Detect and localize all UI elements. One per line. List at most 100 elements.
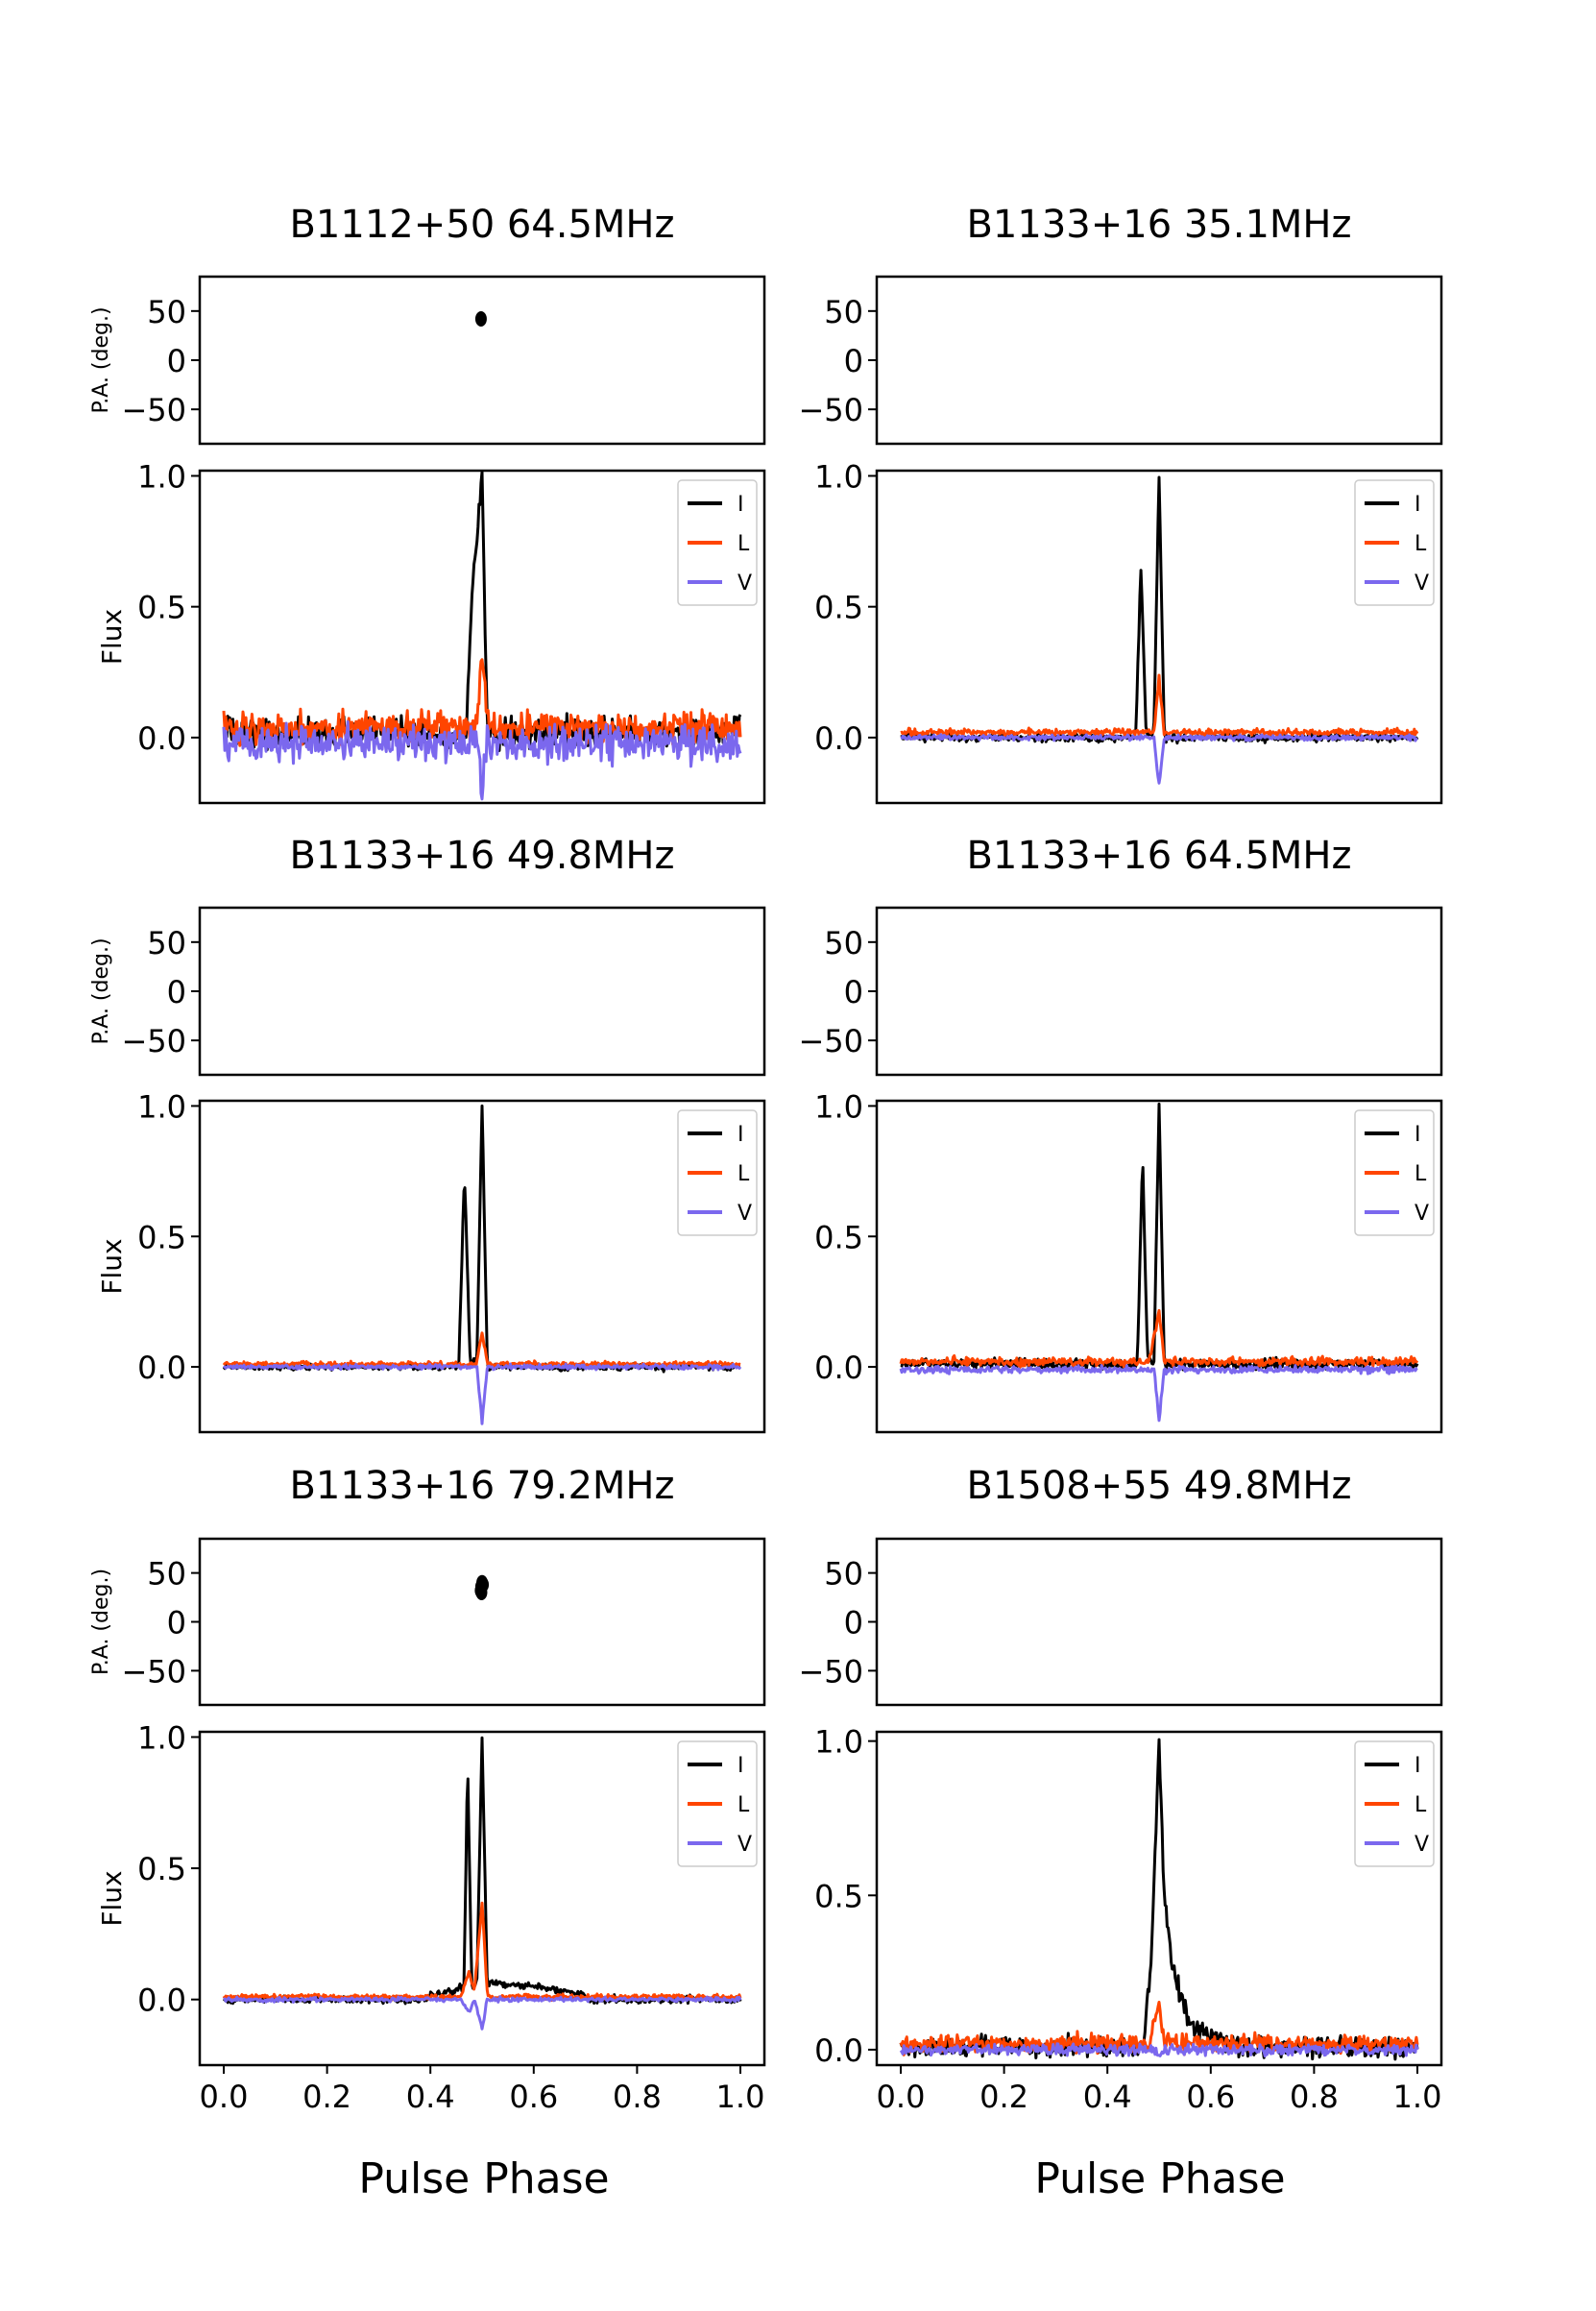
pa-axes-frame [198,1537,766,1707]
legend: ILV [677,479,758,606]
panel-title: B1133+16 79.2MHz [289,1464,674,1508]
flux-ylabel: Flux [96,1238,128,1294]
flux-ytick-label: 1.0 [814,1724,863,1761]
series-L-line [899,2001,1419,2056]
pa-ylabel: P.A. (deg.) [89,937,113,1044]
series-I-line [900,475,1419,745]
pa-ytick-label: 50 [824,294,863,330]
xtick-label: 0.6 [509,2079,558,2115]
flux-ytick-label: 1.0 [137,458,186,495]
legend-label-L: L [1415,1162,1427,1186]
flux-ytick-label: 0.5 [814,1878,863,1914]
legend-label-V: V [738,1202,752,1226]
flux-ytick-label: 0.5 [137,1851,186,1887]
legend-label-I: I [738,493,744,517]
flux-ytick-label: 1.0 [814,1088,863,1125]
pa-ytick-label: 50 [824,1556,863,1593]
pa-ytick-label: −50 [798,1653,863,1690]
xlabel-left: Pulse Phase [358,2154,609,2203]
flux-ytick-label: 0.0 [137,1983,186,2019]
legend-label-V: V [738,572,752,596]
legend-label-I: I [1415,493,1421,517]
flux-axes-frame [875,469,1443,805]
series-V-line [900,733,1418,785]
legend-label-V: V [738,1833,752,1857]
pa-point [475,1584,488,1600]
pa-ytick-label: −50 [121,1653,186,1690]
panel-5: B1133+16 79.2MHz 50 0 −50 P.A. (deg.) 0.0 0.5 1… [89,1464,766,2115]
pa-point [474,311,487,328]
series-L-line [899,1308,1419,1370]
flux-ytick-label: 0.5 [814,1219,863,1255]
flux-ytick-label: 0.0 [137,720,186,757]
legend-label-L: L [738,532,750,556]
series-L-line [222,1331,741,1369]
pa-axes-frame [875,1537,1443,1707]
panel-3: B1133+16 49.8MHz 50 0 −50 P.A. (deg.) 0.0 0.5 1… [89,834,766,1434]
legend: ILV [677,1109,758,1236]
pa-axes-frame [198,275,766,446]
legend: ILV [1354,1109,1435,1236]
panel-2: B1133+16 35.1MHz 50 0 −50 0.0 0.5 1.0 ILV [798,203,1443,805]
flux-ylabel: Flux [96,609,128,665]
pa-ytick-label: 0 [844,343,863,379]
xtick-label: 0.4 [406,2079,455,2115]
xtick-label: 0.8 [1290,2079,1339,2115]
xtick-label: 0.8 [613,2079,662,2115]
pa-ylabel: P.A. (deg.) [89,1569,113,1675]
panel-title: B1133+16 49.8MHz [289,834,674,878]
series-V-line [222,719,742,801]
pa-ytick-label: 50 [147,294,186,330]
flux-ytick-label: 1.0 [814,458,863,495]
panel-title: B1112+50 64.5MHz [289,203,674,247]
xlabel-right: Pulse Phase [1034,2154,1285,2203]
flux-ytick-label: 0.5 [137,1219,186,1255]
panel-title: B1133+16 64.5MHz [966,834,1351,878]
pa-ytick-label: 0 [844,1605,863,1642]
pa-ytick-label: 0 [167,974,186,1010]
pa-ylabel: P.A. (deg.) [89,306,113,413]
panel-1: B1112+50 64.5MHz 50 0 −50 P.A. (deg.) 0.0 0.5 1… [89,203,766,805]
flux-ytick-label: 0.0 [814,1350,863,1386]
xtick-label: 1.0 [1393,2079,1442,2115]
xtick-label: 1.0 [716,2079,765,2115]
flux-ytick-label: 0.5 [814,590,863,626]
flux-ytick-label: 0.5 [137,590,186,626]
panel-title: B1508+55 49.8MHz [966,1464,1351,1508]
flux-axes-frame [875,1099,1443,1434]
series-V-line [223,1995,742,2031]
series-L-line [222,658,742,747]
legend-label-L: L [738,1162,750,1186]
xtick-label: 0.4 [1083,2079,1132,2115]
pa-ytick-label: 0 [167,343,186,379]
pa-ytick-label: 50 [824,925,863,961]
flux-ytick-label: 0.0 [137,1350,186,1386]
panel-4: B1133+16 64.5MHz 50 0 −50 0.0 0.5 1.0 ILV [798,834,1443,1434]
flux-axes-frame [198,1730,766,2067]
flux-ytick-label: 0.0 [814,720,863,757]
series-V-line [899,1364,1418,1423]
legend-label-V: V [1415,1202,1429,1226]
legend-label-I: I [738,1123,744,1147]
pa-axes-frame [875,275,1443,446]
legend: ILV [1354,1740,1435,1867]
legend-label-L: L [1415,1793,1427,1817]
xtick-label: 0.0 [200,2079,249,2115]
pa-ytick-label: 50 [147,925,186,961]
pa-axes-frame [198,906,766,1077]
series-L-line [222,1901,742,2003]
pa-ytick-label: −50 [121,392,186,428]
legend: ILV [1354,479,1435,606]
pa-axes-frame [875,906,1443,1077]
series-V-line [222,1362,742,1425]
legend-label-I: I [1415,1754,1421,1778]
series-I-line [900,1102,1419,1374]
pa-ytick-label: −50 [798,1023,863,1059]
pa-ytick-label: −50 [121,1023,186,1059]
series-L-line [900,673,1419,739]
flux-axes-frame [198,1099,766,1434]
panel-6: B1508+55 49.8MHz 50 0 −50 0.0 0.5 1.0 0.0 0.2 0.4… [798,1464,1443,2115]
series-V-line [899,2042,1419,2058]
panel-title: B1133+16 35.1MHz [966,203,1351,247]
